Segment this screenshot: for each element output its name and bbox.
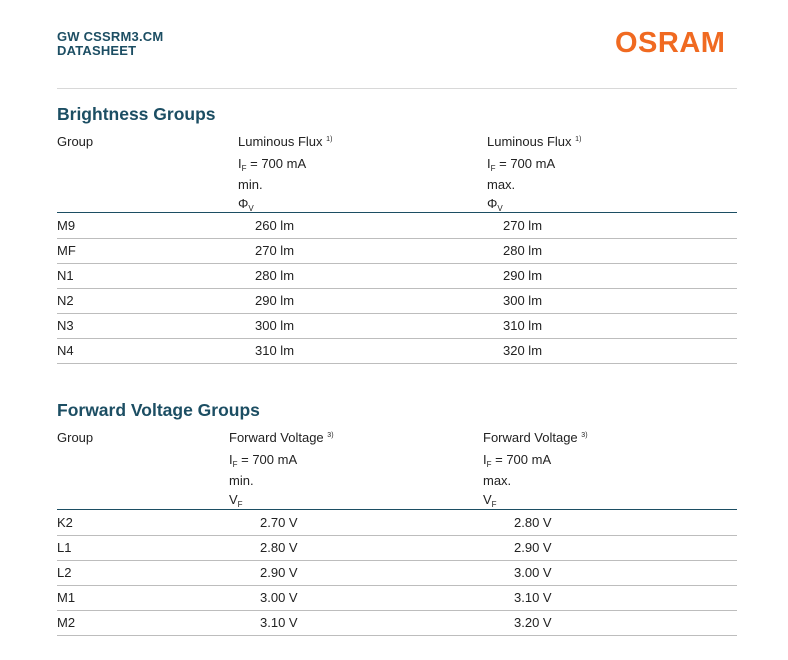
column-header-group: Group (57, 134, 94, 149)
column-header-voltage-min: Forward Voltage 3) IF = 700 mA min. VF (229, 428, 334, 511)
footnote-ref: 1) (575, 136, 582, 143)
current-symbol: I (238, 156, 242, 171)
table-row: M2 3.10 V 3.20 V (57, 610, 737, 636)
group-cell: N4 (57, 343, 74, 358)
min-cell: 310 lm (255, 343, 295, 358)
max-cell: 310 lm (503, 318, 543, 333)
osram-logo: OSRAM (615, 27, 726, 59)
group-cell: K2 (57, 515, 73, 530)
footnote-ref: 3) (327, 432, 334, 439)
param-name: Luminous Flux (487, 134, 572, 149)
table-row: N1 280 lm 290 lm (57, 263, 737, 289)
flux-symbol: Φ (487, 196, 498, 211)
group-cell: L1 (57, 540, 72, 555)
param-name: Forward Voltage (229, 430, 324, 445)
group-cell: M2 (57, 615, 76, 630)
max-cell: 3.00 V (514, 565, 552, 580)
min-cell: 2.90 V (260, 565, 298, 580)
test-condition: = 700 mA (491, 452, 552, 467)
max-cell: 3.10 V (514, 590, 552, 605)
max-cell: 3.20 V (514, 615, 552, 630)
flux-subscript: V (248, 204, 254, 213)
current-symbol: I (483, 452, 487, 467)
table-row: N4 310 lm 320 lm (57, 338, 737, 364)
limit-label: min. (238, 177, 263, 192)
min-cell: 2.80 V (260, 540, 298, 555)
group-cell: N2 (57, 293, 74, 308)
test-condition: = 700 mA (246, 156, 307, 171)
current-symbol: I (229, 452, 233, 467)
header-title: GW CSSRM3.CM DATASHEET (57, 30, 163, 58)
voltage-symbol: V (483, 492, 492, 507)
min-cell: 2.70 V (260, 515, 298, 530)
group-cell: M1 (57, 590, 76, 605)
group-cell: L2 (57, 565, 72, 580)
product-name: GW CSSRM3.CM (57, 29, 164, 44)
current-symbol: I (487, 156, 491, 171)
table-row: M9 260 lm 270 lm (57, 213, 737, 239)
group-cell: N3 (57, 318, 74, 333)
voltage-subscript: F (491, 500, 497, 509)
column-header-flux-max: Luminous Flux 1) IF = 700 mA max. ΦV (487, 132, 581, 215)
limit-label: max. (487, 177, 516, 192)
min-cell: 260 lm (255, 218, 295, 233)
table-row: N3 300 lm 310 lm (57, 313, 737, 339)
section-title-brightness: Brightness Groups (57, 104, 216, 124)
document-type: DATASHEET (57, 43, 137, 58)
min-cell: 290 lm (255, 293, 295, 308)
param-name: Luminous Flux (238, 134, 323, 149)
max-cell: 2.80 V (514, 515, 552, 530)
group-cell: M9 (57, 218, 76, 233)
current-subscript: F (490, 164, 496, 173)
column-header-flux-min: Luminous Flux 1) IF = 700 mA min. ΦV (238, 132, 332, 215)
current-subscript: F (232, 460, 238, 469)
footnote-ref: 3) (581, 432, 588, 439)
flux-symbol: Φ (238, 196, 249, 211)
max-cell: 2.90 V (514, 540, 552, 555)
flux-subscript: V (497, 204, 503, 213)
section-title-voltage: Forward Voltage Groups (57, 400, 260, 420)
max-cell: 290 lm (503, 268, 543, 283)
test-condition: = 700 mA (495, 156, 556, 171)
table-row: L2 2.90 V 3.00 V (57, 560, 737, 586)
voltage-subscript: F (237, 500, 243, 509)
limit-label: max. (483, 473, 512, 488)
current-subscript: F (486, 460, 492, 469)
min-cell: 270 lm (255, 243, 295, 258)
table-row: M1 3.00 V 3.10 V (57, 585, 737, 611)
max-cell: 270 lm (503, 218, 543, 233)
table-row: MF 270 lm 280 lm (57, 238, 737, 264)
footnote-ref: 1) (326, 136, 333, 143)
table-header-rule (57, 212, 737, 213)
column-header-voltage-max: Forward Voltage 3) IF = 700 mA max. VF (483, 428, 588, 511)
min-cell: 280 lm (255, 268, 295, 283)
param-name: Forward Voltage (483, 430, 578, 445)
table-row: L1 2.80 V 2.90 V (57, 535, 737, 561)
current-subscript: F (241, 164, 247, 173)
max-cell: 280 lm (503, 243, 543, 258)
min-cell: 3.00 V (260, 590, 298, 605)
header-divider (57, 88, 737, 89)
column-header-group: Group (57, 430, 94, 445)
test-condition: = 700 mA (237, 452, 298, 467)
group-cell: N1 (57, 268, 74, 283)
table-row: N2 290 lm 300 lm (57, 288, 737, 314)
table-row: K2 2.70 V 2.80 V (57, 510, 737, 536)
group-cell: MF (57, 243, 76, 258)
min-cell: 300 lm (255, 318, 295, 333)
min-cell: 3.10 V (260, 615, 298, 630)
max-cell: 320 lm (503, 343, 543, 358)
max-cell: 300 lm (503, 293, 543, 308)
limit-label: min. (229, 473, 254, 488)
table-header-rule (57, 509, 737, 510)
voltage-symbol: V (229, 492, 238, 507)
